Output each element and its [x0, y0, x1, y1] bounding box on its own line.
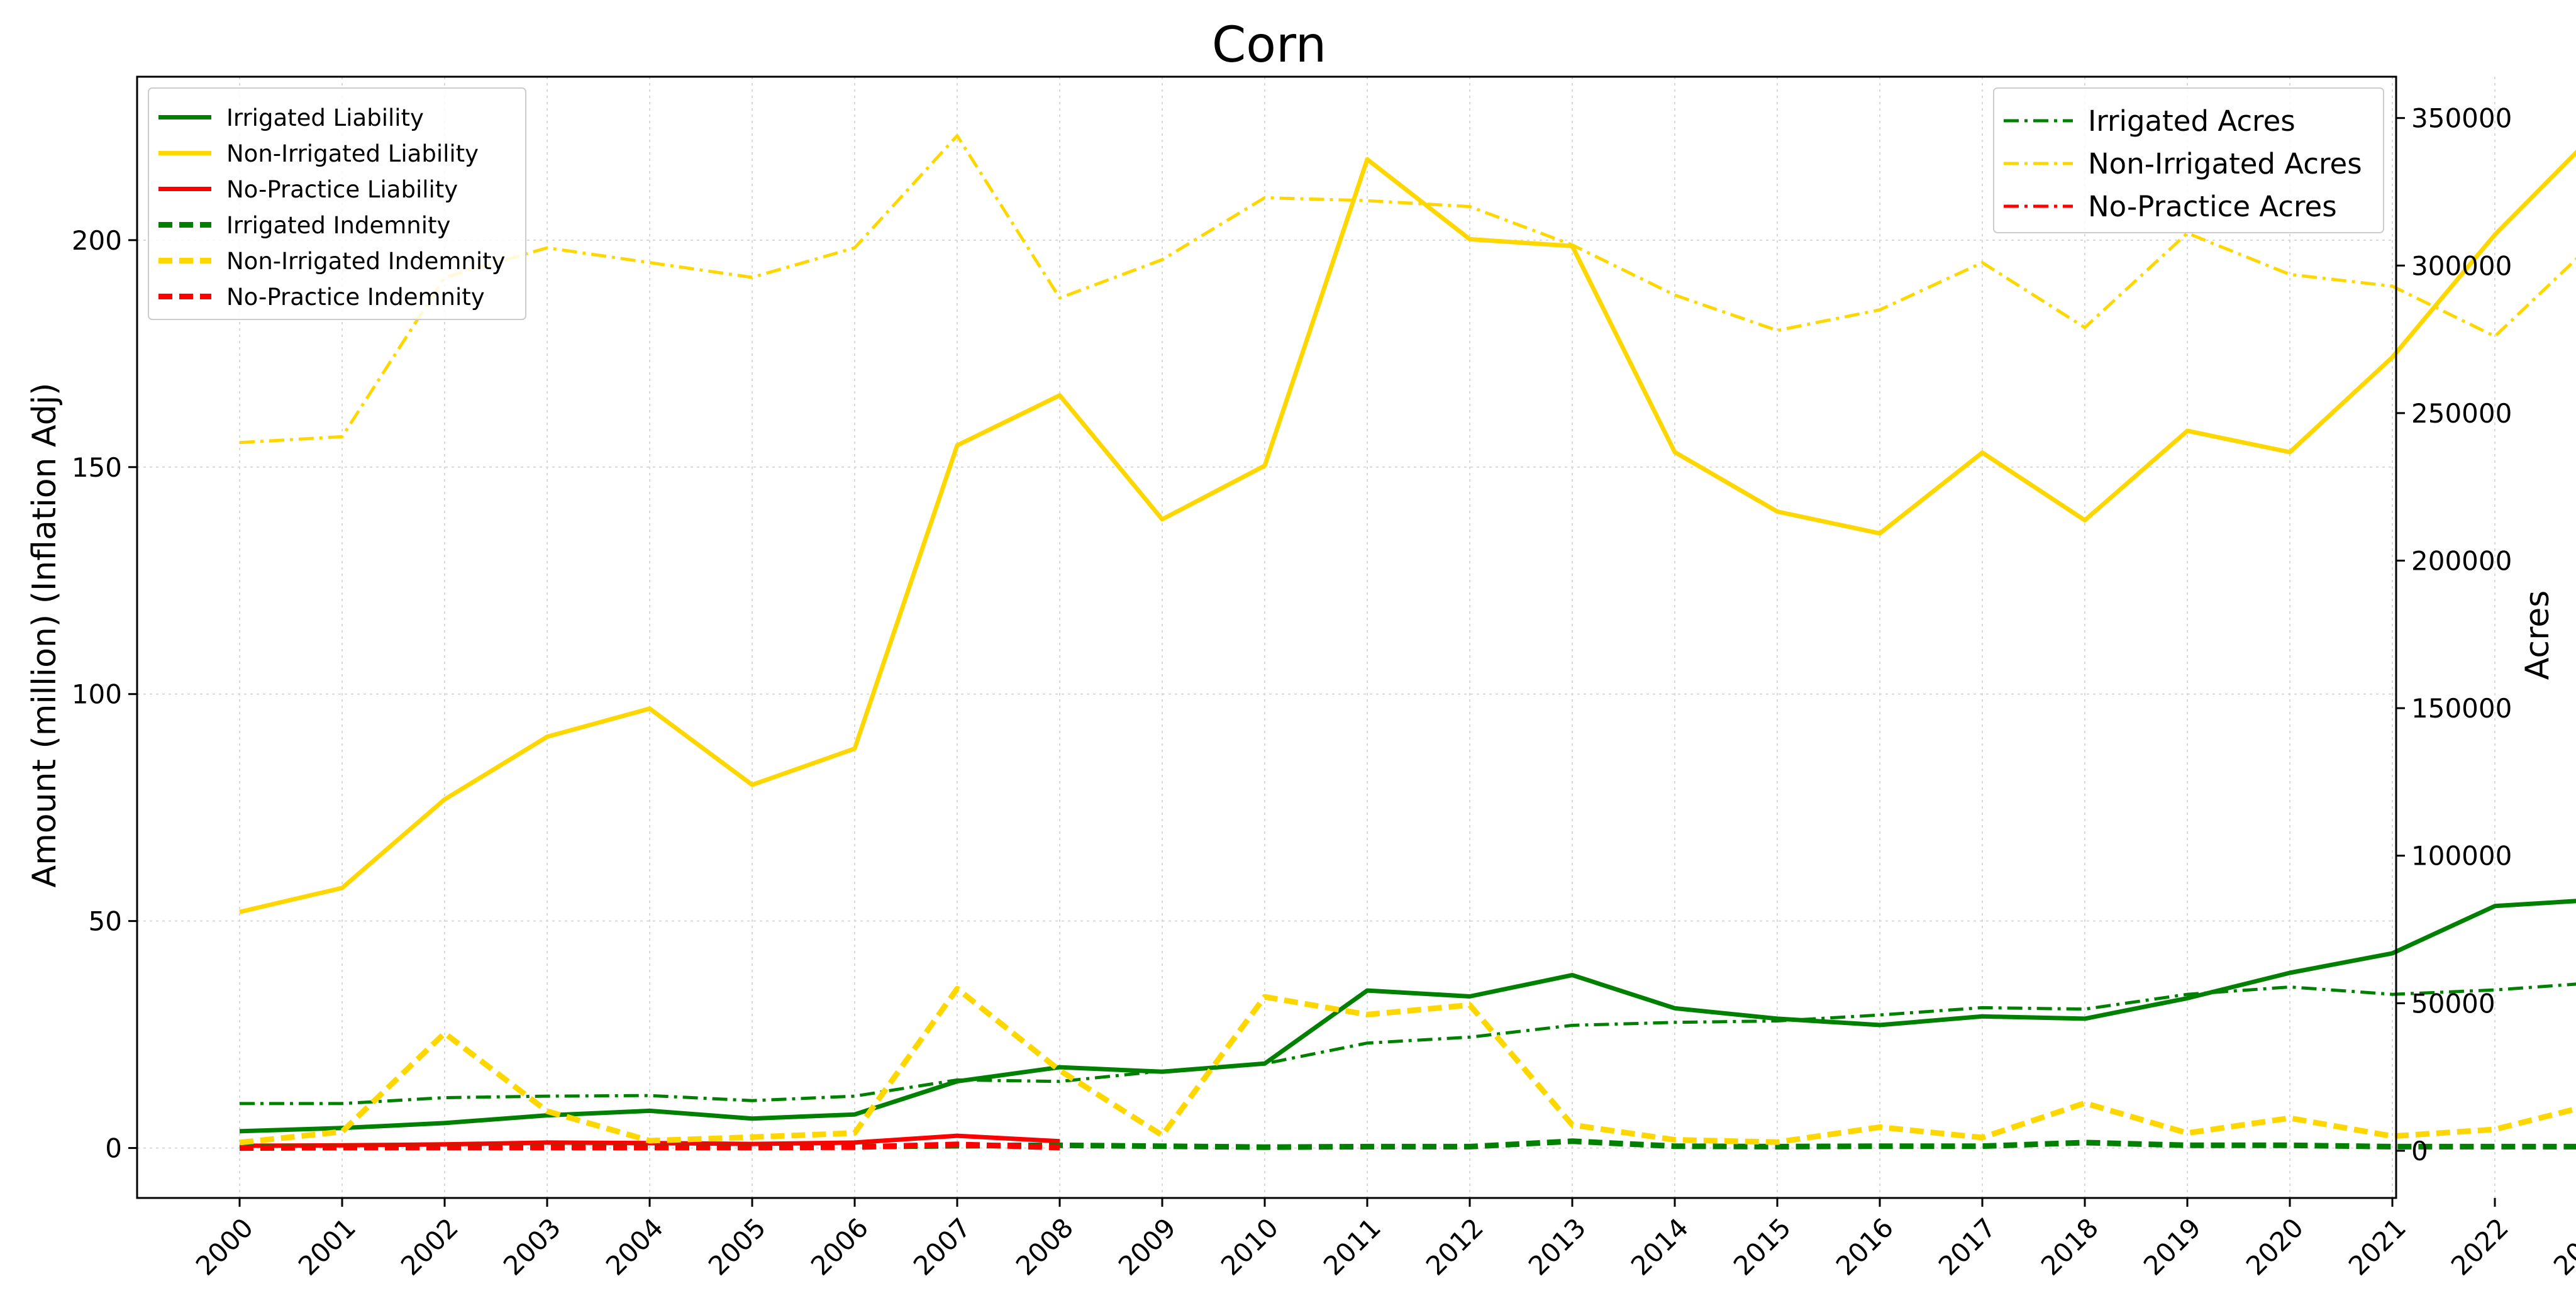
x-tick-label: 2008 [1010, 1212, 1079, 1281]
series-line-non-irrigated-indemnity [239, 985, 2576, 1146]
legend-label: No-Practice Liability [226, 176, 458, 203]
x-tick-label: 2010 [1215, 1212, 1284, 1281]
x-tick-label: 2015 [1728, 1212, 1797, 1281]
y-left-tick-label: 100 [72, 679, 122, 710]
series-line-non-irrigated-liability [239, 149, 2576, 914]
x-tick-label: 2016 [1830, 1212, 1899, 1281]
x-tick-label: 2020 [2240, 1212, 2309, 1281]
y-axis-left-label: Amount (million) (Inflation Adj) [26, 383, 64, 888]
chart-title: Corn [1212, 17, 1326, 74]
x-tick-label: 2007 [908, 1212, 977, 1281]
x-tick-label: 2017 [1933, 1212, 2002, 1281]
x-tick-label: 2021 [2343, 1212, 2412, 1281]
x-tick-label: 2000 [190, 1212, 259, 1281]
grid [137, 77, 2496, 1198]
y-right-tick-label: 300000 [2411, 250, 2512, 281]
x-tick-label: 2004 [600, 1212, 669, 1281]
y-right-tick-label: 0 [2411, 1136, 2428, 1167]
x-tick-label: 2012 [1420, 1212, 1489, 1281]
y-right-tick-label: 250000 [2411, 398, 2512, 429]
plot-frame [136, 75, 2397, 1199]
x-tick-label: 2018 [2035, 1212, 2104, 1281]
series-line-non-irrigated-acres [239, 134, 2576, 445]
y-left-tick-label: 0 [105, 1133, 122, 1164]
series-line-irrigated-acres [240, 982, 2576, 1106]
x-tick-label: 2001 [292, 1212, 362, 1281]
legend-label: Non-Irrigated Indemnity [226, 248, 506, 275]
legend-box [1993, 87, 2384, 233]
y-left-tick-label: 200 [72, 225, 122, 256]
y-right-tick-label: 350000 [2411, 103, 2512, 134]
series-line-no-practice-indemnity [239, 1141, 1060, 1151]
legend-label: No-Practice Indemnity [226, 284, 485, 311]
legend-label: Irrigated Indemnity [226, 212, 450, 239]
x-tick-label: 2009 [1113, 1212, 1182, 1281]
x-tick-label: 2002 [395, 1212, 464, 1281]
y-left-tick-label: 150 [72, 452, 122, 483]
series-layer [239, 134, 2576, 1151]
x-tick-label: 2023 [2548, 1212, 2576, 1281]
y-right-tick-label: 150000 [2411, 693, 2512, 724]
legend-label: Non-Irrigated Acres [2088, 147, 2362, 180]
legend-left: Irrigated Liability Non-Irrigated Liabili… [148, 87, 526, 320]
y-axis-right-label: Acres [2519, 590, 2557, 680]
y-right-tick-label: 200000 [2411, 546, 2512, 577]
y-left-tick-label: 50 [89, 906, 122, 937]
legend-label: Irrigated Acres [2088, 104, 2296, 138]
x-tick-label: 2014 [1625, 1212, 1694, 1281]
x-tick-label: 2003 [497, 1212, 567, 1281]
x-tick-label: 2011 [1318, 1212, 1387, 1281]
x-tick-label: 2006 [805, 1212, 874, 1281]
series-line-irrigated-liability [239, 899, 2576, 1134]
legend-label: Irrigated Liability [226, 104, 424, 131]
x-tick-label: 2019 [2138, 1212, 2207, 1281]
legend-label: No-Practice Acres [2088, 190, 2337, 223]
x-tick-label: 2005 [702, 1212, 772, 1281]
legend-label: Non-Irrigated Liability [226, 140, 479, 167]
y-right-tick-label: 50000 [2411, 988, 2496, 1019]
legend-box [148, 87, 526, 320]
x-tick-label: 2013 [1523, 1212, 1592, 1281]
x-tick-label: 2022 [2445, 1212, 2514, 1281]
y-right-tick-label: 100000 [2411, 841, 2512, 872]
legend-right: Irrigated Acres Non-Irrigated Acres No-Pra… [1993, 87, 2384, 233]
